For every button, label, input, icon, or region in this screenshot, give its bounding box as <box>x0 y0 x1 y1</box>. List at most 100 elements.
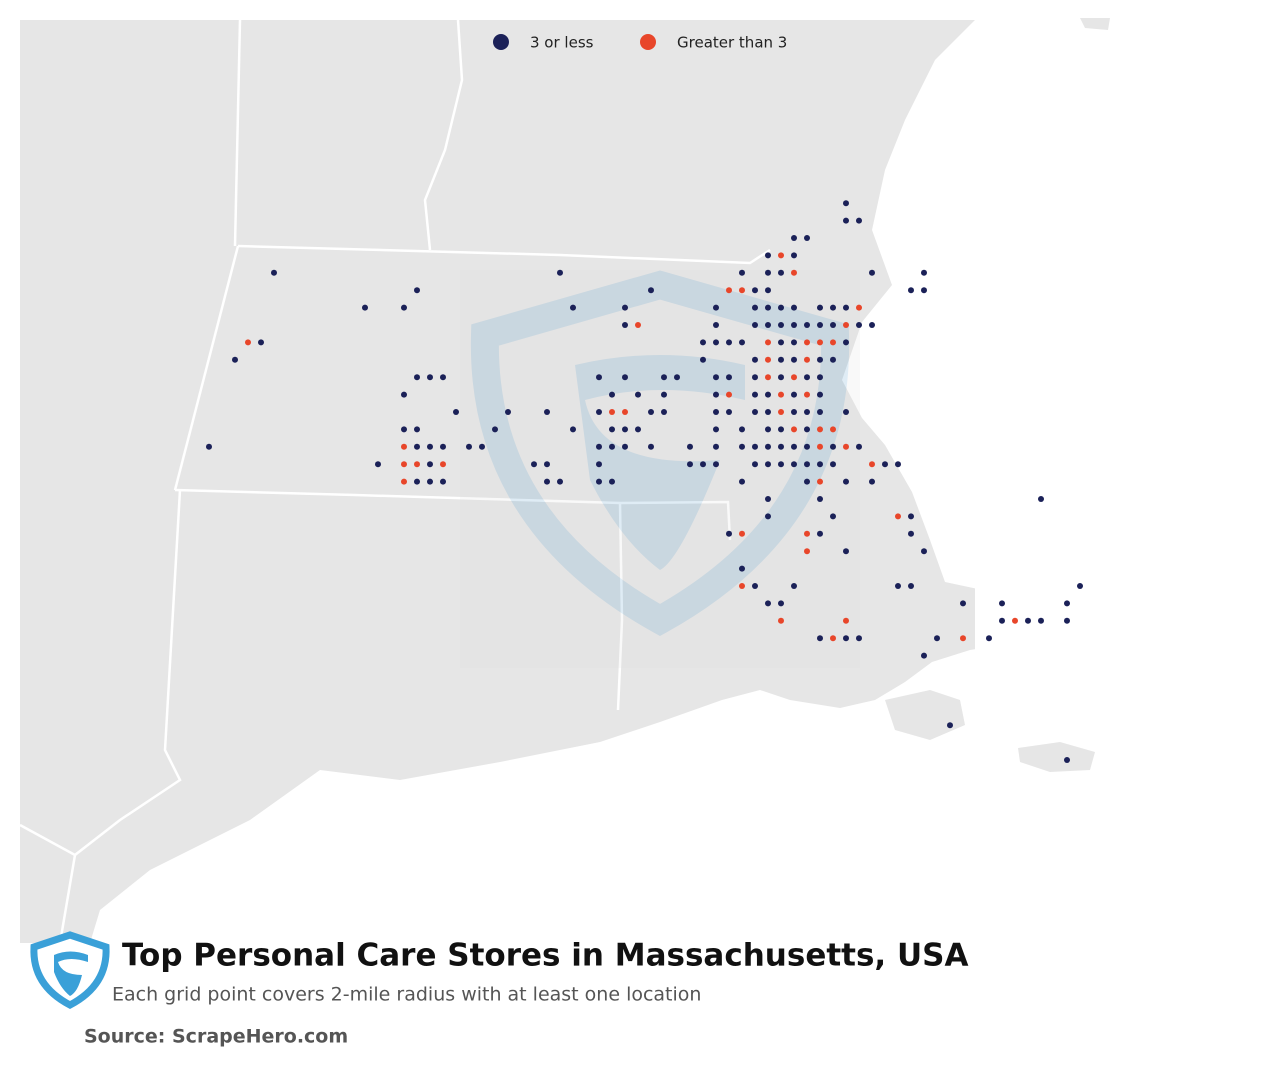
grid-point <box>869 322 875 328</box>
grid-point <box>401 304 407 311</box>
grid-point <box>843 304 849 311</box>
grid-point <box>817 391 823 398</box>
grid-point <box>232 356 238 363</box>
legend-label: 3 or less <box>530 34 594 52</box>
grid-point <box>622 322 628 328</box>
grid-point <box>739 339 745 346</box>
source: Source: ScrapeHero.com <box>84 1026 348 1048</box>
legend-label: Greater than 3 <box>677 34 787 52</box>
grid-point <box>817 461 823 468</box>
grid-point <box>1064 617 1070 624</box>
grid-point <box>752 391 758 398</box>
grid-point <box>778 304 784 311</box>
grid-point <box>661 374 667 381</box>
grid-point <box>791 409 797 415</box>
grid-point <box>635 391 641 398</box>
watermark <box>460 270 860 668</box>
grid-point <box>830 513 836 520</box>
grid-point <box>661 409 667 415</box>
grid-point <box>635 426 641 433</box>
grid-point <box>739 478 745 485</box>
grid-point <box>778 322 784 328</box>
grid-point <box>817 530 823 537</box>
grid-point <box>778 391 784 398</box>
grid-point <box>817 443 823 450</box>
grid-point <box>791 356 797 363</box>
grid-point <box>804 322 810 328</box>
grid-point <box>804 374 810 381</box>
grid-point <box>570 426 576 433</box>
grid-point <box>791 252 797 259</box>
grid-point <box>817 304 823 311</box>
grid-point <box>596 478 602 485</box>
grid-point <box>609 478 615 485</box>
grid-point <box>765 322 771 328</box>
grid-point <box>622 426 628 433</box>
grid-point <box>830 322 836 328</box>
grid-point <box>765 409 771 415</box>
grid-point <box>765 356 771 363</box>
grid-point <box>752 374 758 381</box>
grid-point <box>648 409 654 415</box>
grid-point <box>609 426 615 433</box>
grid-point <box>401 426 407 433</box>
grid-point <box>596 461 602 468</box>
grid-point <box>882 461 888 468</box>
grid-point <box>843 443 849 450</box>
grid-point <box>622 409 628 415</box>
grid-point <box>856 443 862 450</box>
grid-point <box>843 478 849 485</box>
grid-point <box>466 443 472 450</box>
grid-point <box>778 339 784 346</box>
grid-point <box>726 339 732 346</box>
grid-point <box>700 339 706 346</box>
grid-point <box>453 409 459 415</box>
grid-point <box>739 269 745 276</box>
grid-point <box>245 339 251 346</box>
grid-point <box>414 374 420 381</box>
logo <box>30 931 110 1009</box>
grid-point <box>999 600 1005 607</box>
grid-point <box>869 269 875 276</box>
grid-point <box>1012 617 1018 624</box>
grid-point <box>869 461 875 468</box>
grid-point <box>531 461 537 468</box>
grid-point <box>414 426 420 433</box>
grid-point <box>427 443 433 450</box>
grid-point <box>817 478 823 485</box>
grid-point <box>752 322 758 328</box>
grid-point <box>921 287 927 294</box>
grid-point <box>778 600 784 607</box>
grid-point <box>206 443 212 450</box>
grid-point <box>791 304 797 311</box>
grid-point <box>843 409 849 415</box>
grid-point <box>492 426 498 433</box>
grid-point <box>830 426 836 433</box>
grid-point <box>739 287 745 294</box>
grid-point <box>843 635 849 642</box>
grid-point <box>1038 496 1044 502</box>
grid-point <box>830 304 836 311</box>
grid-point <box>765 426 771 433</box>
grid-point <box>817 322 823 328</box>
grid-point <box>778 409 784 415</box>
grid-point <box>726 374 732 381</box>
grid-point <box>414 287 420 294</box>
grid-point <box>713 339 719 346</box>
grid-point <box>765 287 771 294</box>
grid-point <box>960 635 966 642</box>
grid-point <box>440 461 446 468</box>
grid-point <box>661 391 667 398</box>
grid-point <box>609 391 615 398</box>
grid-point <box>817 409 823 415</box>
grid-point <box>908 287 914 294</box>
grid-point <box>856 304 862 311</box>
grid-point <box>648 287 654 294</box>
grid-point <box>895 583 901 589</box>
grid-point <box>713 374 719 381</box>
grid-point <box>778 443 784 450</box>
grid-point <box>947 722 953 729</box>
grid-point <box>791 461 797 468</box>
grid-point <box>752 356 758 363</box>
